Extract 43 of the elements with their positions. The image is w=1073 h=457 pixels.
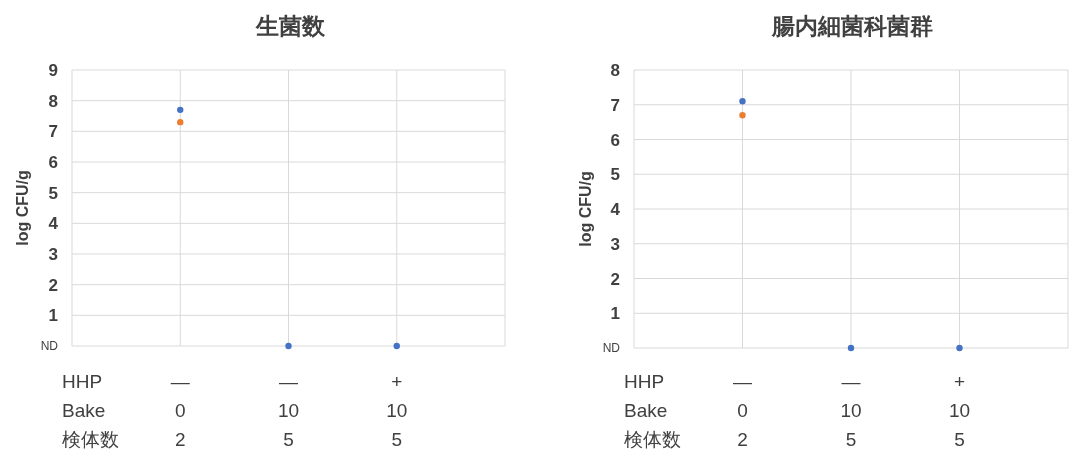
text: Bake	[62, 400, 106, 421]
chart-title: 生菌数	[254, 13, 326, 39]
chart-title: 腸内細菌科菌群	[770, 13, 933, 39]
y-tick-label: ND	[40, 339, 59, 353]
x-tick-label: + 10 5	[948, 371, 971, 450]
x-tick-label: — 0 2	[170, 371, 190, 450]
text: HHP	[624, 371, 665, 392]
y-tick-label: 7	[610, 95, 620, 115]
x-tick-label: — 0 2	[733, 371, 752, 450]
y-tick-label: 3	[48, 245, 58, 264]
y-tick-label: 6	[48, 153, 58, 172]
point	[393, 342, 400, 350]
y-tick-label: 5	[610, 165, 620, 185]
y-tick-label: 5	[48, 183, 58, 203]
y-tick-label: 1	[610, 304, 620, 324]
y-tick-label: 1	[48, 306, 58, 326]
text: Bake	[624, 400, 668, 421]
y-tick-label: 4	[610, 200, 621, 219]
y-tick-label: 8	[610, 61, 620, 80]
point	[739, 98, 746, 105]
point	[285, 342, 292, 350]
x-tick-label: — 10 5	[840, 371, 862, 450]
point	[739, 111, 746, 119]
point	[956, 344, 963, 352]
y-tick-label: 4	[48, 214, 59, 234]
y-tick-label: 2	[48, 275, 58, 295]
text: 検体数	[624, 429, 681, 450]
y-tick-label: ND	[602, 341, 621, 355]
point	[847, 344, 855, 352]
y-tick-label: 6	[610, 130, 620, 150]
x-tick-label: + 10 5	[386, 371, 408, 450]
y-tick-label: 2	[610, 269, 620, 289]
y-tick-label: 7	[48, 122, 58, 142]
point	[177, 118, 184, 126]
y-axis-title: log CFU/g	[577, 171, 594, 247]
x-tick-label: — 10 5	[277, 371, 300, 450]
y-axis-title: log CFU/g	[14, 170, 31, 246]
y-tick-label: 3	[610, 234, 620, 254]
y-tick-label: 9	[48, 61, 58, 80]
y-tick-label: 8	[48, 91, 58, 111]
point	[177, 106, 184, 114]
text: HHP	[62, 371, 103, 392]
text: 検体数	[62, 429, 119, 450]
